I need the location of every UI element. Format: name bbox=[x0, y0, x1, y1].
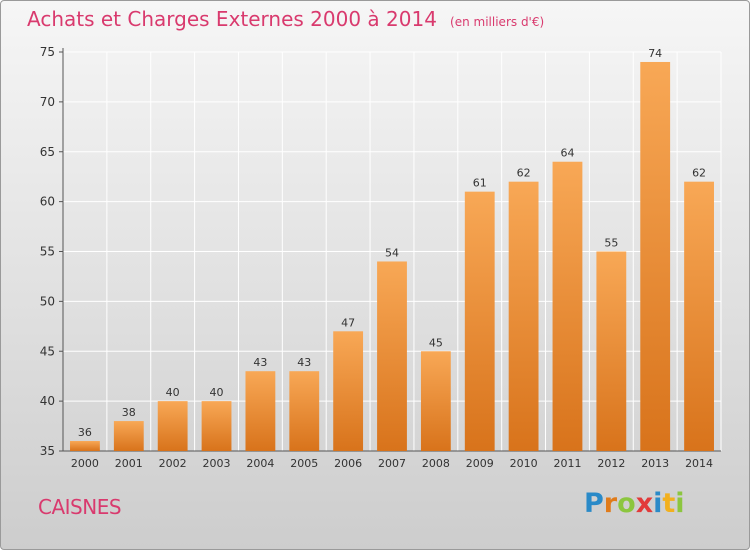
bar bbox=[70, 441, 100, 451]
logo-letter: i bbox=[653, 488, 663, 519]
bar bbox=[640, 61, 671, 451]
y-tick-label: 45 bbox=[40, 344, 55, 358]
x-tick-label: 2005 bbox=[290, 457, 318, 470]
logo-letter: i bbox=[675, 488, 685, 519]
x-tick-label: 2003 bbox=[203, 457, 231, 470]
data-label: 74 bbox=[648, 47, 662, 60]
data-label: 43 bbox=[253, 356, 267, 369]
x-tick-label: 2004 bbox=[246, 457, 274, 470]
bar bbox=[464, 191, 495, 451]
bars bbox=[70, 61, 714, 452]
logo-letter: r bbox=[603, 488, 618, 519]
bar bbox=[289, 371, 320, 451]
x-tick-label: 2000 bbox=[71, 457, 99, 470]
y-tick-label: 75 bbox=[40, 45, 55, 59]
y-tick-label: 60 bbox=[40, 195, 55, 209]
data-label: 40 bbox=[210, 386, 224, 399]
bar bbox=[508, 181, 539, 452]
y-tick-label: 35 bbox=[40, 444, 55, 458]
data-label: 36 bbox=[78, 426, 92, 439]
place-name: CAISNES bbox=[38, 495, 122, 519]
y-tick-label: 65 bbox=[40, 145, 55, 159]
data-label: 47 bbox=[341, 316, 355, 329]
x-tick-label: 2014 bbox=[685, 457, 713, 470]
data-label: 62 bbox=[692, 167, 706, 180]
y-tick-label: 50 bbox=[40, 294, 55, 308]
bar bbox=[420, 351, 451, 451]
x-tick-label: 2011 bbox=[553, 457, 581, 470]
bar bbox=[157, 401, 188, 451]
bar bbox=[333, 331, 364, 451]
x-tick-label: 2008 bbox=[422, 457, 450, 470]
x-tick-label: 2006 bbox=[334, 457, 362, 470]
data-labels: 36 38 40 40 43 43 47 54 45 61 62 64 55 74 62 bbox=[78, 47, 706, 439]
x-tick-label: 2012 bbox=[597, 457, 625, 470]
bar bbox=[113, 421, 144, 451]
bar bbox=[684, 181, 714, 452]
data-label: 61 bbox=[473, 177, 487, 190]
y-tick-label: 70 bbox=[40, 95, 55, 109]
x-tick-label: 2010 bbox=[510, 457, 538, 470]
data-label: 62 bbox=[517, 167, 531, 180]
y-tick-labels: 35 40 45 50 55 60 65 70 75 bbox=[40, 45, 55, 458]
x-tick-labels: 2000 2001 2002 2003 2004 2005 2006 2007 2008 2009… bbox=[71, 457, 713, 470]
bar bbox=[245, 371, 276, 451]
chart-title: Achats et Charges Externes 2000 à 2014 bbox=[27, 7, 437, 31]
logo-letter: x bbox=[635, 488, 654, 519]
logo-letter: P bbox=[584, 488, 604, 519]
chart-header: Achats et Charges Externes 2000 à 2014 (… bbox=[27, 7, 544, 31]
logo-letter: o bbox=[617, 488, 636, 519]
bar bbox=[201, 401, 232, 451]
bar bbox=[377, 261, 407, 451]
x-tick-label: 2007 bbox=[378, 457, 406, 470]
x-tick-label: 2013 bbox=[641, 457, 669, 470]
y-tick-label: 40 bbox=[40, 394, 55, 408]
data-label: 43 bbox=[297, 356, 311, 369]
data-label: 55 bbox=[604, 237, 618, 250]
x-tick-label: 2002 bbox=[159, 457, 187, 470]
data-label: 45 bbox=[429, 336, 443, 349]
bar bbox=[596, 251, 627, 451]
x-tick-label: 2009 bbox=[466, 457, 494, 470]
bar bbox=[552, 161, 583, 451]
y-tick-label: 55 bbox=[40, 245, 55, 259]
logo-letter: t bbox=[662, 488, 676, 519]
chart-subtitle: (en milliers d'€) bbox=[450, 15, 545, 29]
data-label: 64 bbox=[560, 147, 574, 160]
data-label: 38 bbox=[122, 406, 136, 419]
data-label: 40 bbox=[166, 386, 180, 399]
x-tick-label: 2001 bbox=[115, 457, 143, 470]
proxiti-logo: Proxiti bbox=[584, 488, 685, 519]
data-label: 54 bbox=[385, 246, 399, 259]
